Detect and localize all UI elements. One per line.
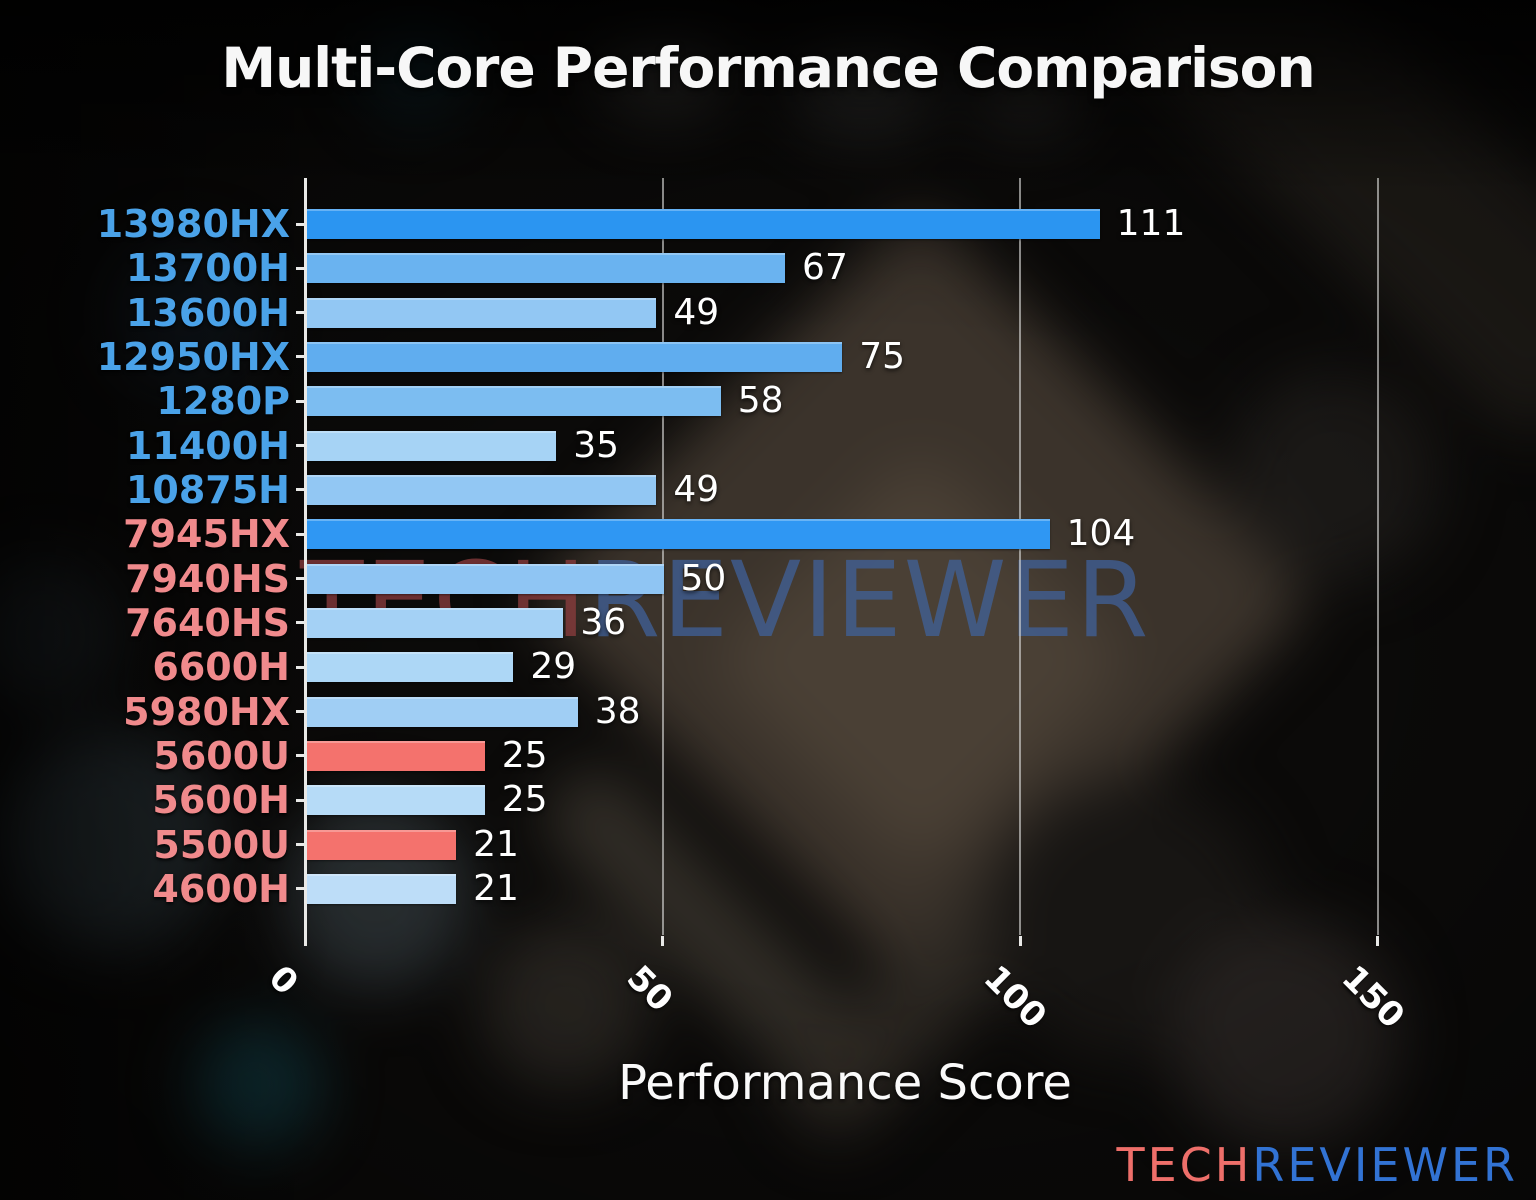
bar-13980HX	[306, 209, 1100, 239]
category-label-1280P: 1280P	[156, 379, 290, 424]
bar-value-4600H: 21	[473, 867, 519, 909]
y-tick-7940HS	[296, 577, 305, 581]
y-tick-5980HX	[296, 710, 305, 714]
bar-7640HS	[306, 607, 564, 638]
category-label-13600H: 13600H	[125, 290, 290, 335]
bar-11400H	[306, 430, 557, 461]
bar-6600H	[306, 652, 514, 683]
chart-title: Multi-Core Performance Comparison	[221, 36, 1315, 100]
y-tick-5600U	[296, 754, 305, 758]
bar-7940HS	[306, 563, 664, 594]
bar-value-7945HX: 104	[1066, 513, 1136, 555]
category-label-7640HS: 7640HS	[125, 600, 290, 645]
brand-logo-reviewer: REVIEWER	[1252, 1138, 1518, 1192]
bar-13700H	[306, 253, 786, 284]
bar-value-6600H: 29	[530, 646, 577, 688]
watermark-reviewer: REVIEWER	[588, 539, 1151, 661]
category-label-13700H: 13700H	[125, 246, 290, 291]
bar-value-12950HX: 75	[859, 335, 906, 377]
y-tick-6600H	[296, 665, 305, 669]
y-tick-11400H	[296, 444, 305, 448]
category-label-12950HX: 12950HX	[96, 334, 290, 379]
bar-value-13600H: 49	[673, 291, 720, 333]
bar-13600H	[306, 297, 657, 328]
gridline-x-50	[661, 178, 664, 935]
gridline-x-150	[1376, 178, 1379, 935]
bar-value-7940HS: 50	[680, 557, 727, 599]
y-tick-7640HS	[296, 621, 305, 625]
x-tick-50	[661, 936, 664, 946]
y-tick-13700H	[296, 266, 305, 270]
bar-value-13980HX: 111	[1116, 203, 1186, 244]
bar-value-5980HX: 38	[594, 690, 641, 732]
x-tick-100	[1018, 936, 1022, 946]
bar-10875H	[306, 474, 657, 505]
category-label-13980HX: 13980HX	[96, 202, 290, 246]
category-label-5600U: 5600U	[153, 733, 290, 778]
bar-value-5600U: 25	[501, 734, 548, 776]
bar-7945HX	[306, 519, 1050, 550]
bar-5600U	[306, 740, 485, 771]
category-label-7945HX: 7945HX	[123, 512, 290, 557]
bar-4600H	[306, 873, 457, 904]
brand-logo-tech: TECH	[1116, 1138, 1253, 1192]
category-label-7940HS: 7940HS	[125, 556, 290, 601]
y-tick-10875H	[296, 488, 305, 492]
plot-area: 111 67 49 75 58 35 49 104 50 36 29 38 25 25 21 21	[305, 178, 1536, 935]
x-axis-label: Performance Score	[618, 1055, 1072, 1111]
y-tick-5600H	[296, 798, 305, 802]
category-label-5600H: 5600H	[152, 778, 290, 823]
bar-12950HX	[306, 341, 843, 372]
category-label-11400H: 11400H	[125, 423, 290, 468]
bar-value-7640HS: 36	[580, 601, 627, 643]
bar-1280P	[306, 386, 721, 417]
bar-value-13700H: 67	[802, 247, 848, 289]
bar-5500U	[306, 829, 457, 860]
bar-value-5600H: 25	[501, 779, 548, 821]
bar-value-1280P: 58	[737, 380, 784, 422]
brand-logo: TECHREVIEWER	[1116, 1138, 1518, 1192]
x-tick-150	[1376, 936, 1379, 946]
y-tick-7945HX	[296, 532, 305, 536]
x-tick-0	[303, 936, 307, 946]
category-label-5980HX: 5980HX	[123, 689, 290, 734]
gridline-x-100	[1019, 178, 1021, 935]
y-tick-4600H	[296, 887, 305, 891]
bar-value-11400H: 35	[573, 424, 620, 466]
category-label-5500U: 5500U	[153, 822, 290, 867]
category-label-6600H: 6600H	[152, 645, 290, 690]
bar-value-5500U: 21	[473, 823, 519, 865]
bar-5600H	[306, 785, 485, 816]
bar-value-10875H: 49	[673, 468, 720, 510]
bar-5980HX	[306, 696, 578, 727]
y-tick-12950HX	[296, 355, 305, 359]
y-tick-1280P	[296, 399, 305, 403]
y-tick-5500U	[296, 843, 305, 847]
y-tick-13600H	[296, 311, 305, 315]
y-tick-13980HX	[296, 222, 305, 226]
category-label-10875H: 10875H	[125, 467, 290, 512]
category-label-4600H: 4600H	[152, 866, 290, 911]
y-axis-spine	[304, 178, 307, 943]
